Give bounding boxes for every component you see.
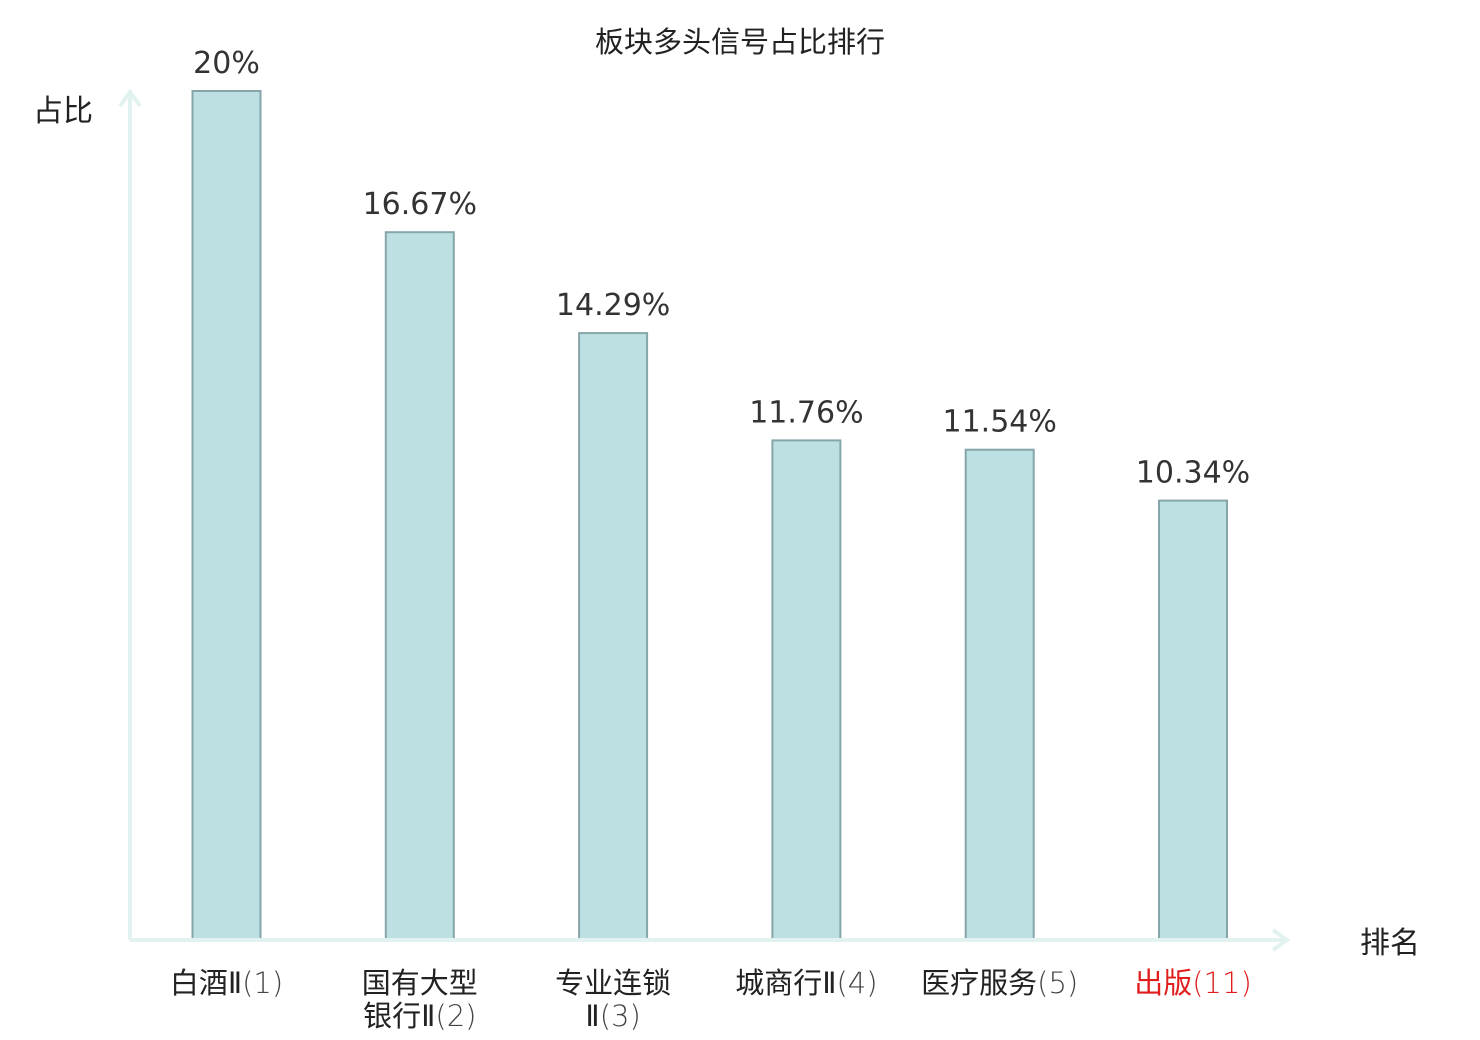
y-axis-label: 占比 (33, 94, 93, 129)
category-name-line2: 银行Ⅱ (363, 999, 435, 1033)
value-label-5: 11.54% (943, 405, 1057, 440)
category-label-6: 出版(11) (1134, 966, 1252, 1000)
category-label-4: 城商行Ⅱ(4) (735, 966, 877, 1000)
category-rank: (3) (600, 999, 641, 1033)
value-labels-group: 20% 16.67% 14.29% 11.76% 11.54% 10.34% (193, 46, 1250, 491)
category-rank: (1) (242, 966, 283, 1000)
category-name: 出版 (1134, 966, 1192, 1000)
chart-title: 板块多头信号占比排行 (595, 25, 885, 59)
category-rank: (5) (1037, 966, 1078, 1000)
y-axis (118, 88, 142, 940)
value-label-6: 10.34% (1136, 456, 1250, 491)
category-name: 城商行Ⅱ (735, 966, 836, 1000)
bar-4 (771, 439, 842, 940)
x-axis-label: 排名 (1360, 926, 1420, 961)
bar-3 (578, 332, 649, 941)
value-label-4: 11.76% (749, 395, 863, 430)
bar-6 (1158, 499, 1228, 940)
category-label-2: 国有大型银行Ⅱ(2) (362, 966, 478, 1033)
bar-5 (964, 448, 1035, 940)
category-label-3: 专业连锁 Ⅱ(3) (555, 966, 671, 1033)
category-label-1: 白酒Ⅱ(1) (170, 966, 283, 1000)
category-name: 白酒Ⅱ (170, 966, 242, 1000)
category-name: 医疗服务 (921, 966, 1037, 1000)
bar-2 (384, 231, 455, 940)
value-label-2: 16.67% (363, 187, 477, 222)
category-rank: (4) (836, 966, 877, 1000)
category-name: 专业连锁 (555, 966, 671, 1000)
category-name-line2: Ⅱ (585, 999, 599, 1033)
x-axis (130, 928, 1291, 952)
category-label-5: 医疗服务(5) (921, 966, 1078, 1000)
category-rank: (11) (1192, 966, 1252, 1000)
category-labels-group: 白酒Ⅱ(1) 国有大型银行Ⅱ(2) 专业连锁 Ⅱ(3) 城商行Ⅱ(4) 医疗服务(5) 出版… (170, 966, 1252, 1033)
value-label-1: 20% (193, 46, 260, 81)
bars-group (191, 90, 1228, 941)
category-rank: (2) (435, 999, 476, 1033)
value-label-3: 14.29% (556, 288, 670, 323)
bar-1 (191, 90, 262, 940)
category-name: 国有大型 (362, 966, 478, 1000)
